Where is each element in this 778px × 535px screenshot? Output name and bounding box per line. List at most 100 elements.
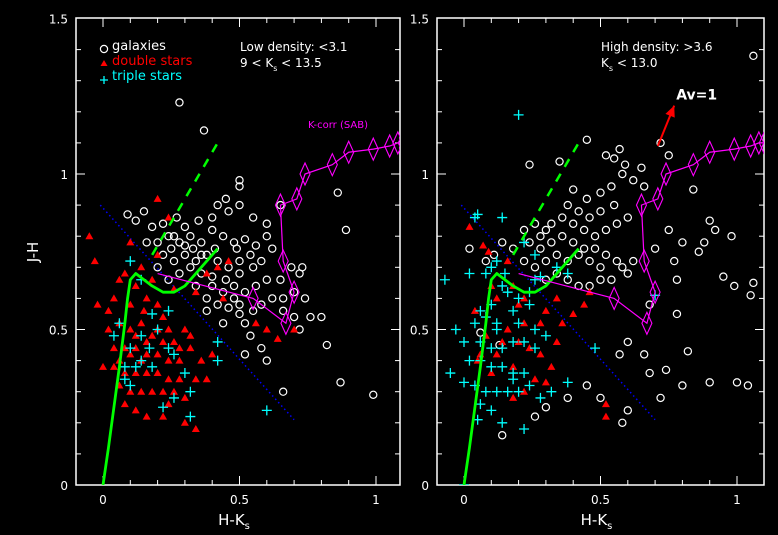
galaxy-point	[547, 219, 556, 228]
galaxy-point	[582, 381, 592, 390]
galaxy-point	[191, 256, 201, 266]
double-star-point	[164, 213, 173, 221]
galaxy-point	[229, 281, 239, 291]
galaxy-point	[601, 151, 611, 160]
double-star-point	[503, 325, 512, 333]
galaxy-point	[596, 263, 605, 272]
av-arrow-label: Av=1	[676, 88, 717, 104]
double-star-point	[509, 362, 518, 370]
triple-star-point	[125, 256, 136, 267]
kcorr-diamond-marker	[660, 161, 672, 187]
triple-star-point	[475, 305, 486, 316]
double-star-point	[180, 393, 189, 401]
double-star-point	[290, 325, 299, 333]
double-star-point	[186, 344, 195, 352]
triple-star-point	[152, 324, 163, 335]
triple-star-point	[535, 271, 546, 282]
triple-star-point	[108, 330, 119, 341]
double-star-point	[148, 331, 157, 339]
triple-star-point	[486, 361, 497, 372]
triple-star-point	[163, 305, 174, 316]
triple-star-point	[459, 377, 469, 388]
density-annotation: High density: >3.6	[601, 40, 713, 54]
double-star-point	[126, 350, 135, 358]
galaxy-point	[555, 157, 564, 166]
triple-star-point	[459, 336, 469, 347]
triple-star-point	[163, 343, 174, 354]
double-star-point	[465, 222, 474, 230]
galaxy-point	[221, 275, 231, 284]
double-star-point	[131, 369, 140, 377]
galaxy-point	[248, 263, 258, 272]
legend-galaxy-icon	[99, 44, 109, 54]
galaxy-point	[169, 256, 179, 266]
x-axis-label: H-Ks	[581, 511, 613, 532]
galaxy-point	[336, 378, 345, 387]
kcorr-diamond-marker	[274, 192, 287, 218]
galaxy-point	[664, 151, 673, 160]
kcorr-diamond-marker	[367, 136, 379, 162]
galaxy-point	[224, 303, 233, 312]
galaxy-point	[229, 294, 239, 303]
triple-star-point	[508, 336, 519, 347]
triple-star-point	[261, 405, 272, 416]
data-layer	[85, 98, 400, 485]
galaxy-point	[207, 225, 217, 235]
galaxy-point	[541, 403, 551, 412]
galaxy-point	[167, 244, 176, 253]
galaxy-point	[251, 241, 261, 250]
galaxy-point	[732, 378, 742, 387]
galaxy-point	[235, 200, 244, 210]
double-star-point	[509, 393, 518, 401]
y-axis-label: J-H	[24, 242, 42, 264]
double-star-point	[137, 319, 146, 327]
galaxy-point	[257, 343, 266, 353]
galaxy-point	[262, 231, 271, 241]
plot-frame	[75, 17, 401, 486]
double-star-point	[175, 344, 184, 352]
triple-star-point	[519, 336, 530, 347]
double-star-point	[99, 362, 107, 370]
kcorr-diamond-marker	[277, 248, 289, 274]
double-star-point	[547, 362, 556, 370]
galaxy-point	[202, 306, 211, 316]
triple-star-point	[519, 424, 530, 435]
galaxy-point	[552, 250, 562, 260]
double-star-point	[126, 387, 135, 395]
double-star-point	[131, 331, 140, 339]
double-star-point	[191, 375, 200, 383]
galaxy-point	[498, 431, 507, 440]
double-star-point	[148, 387, 157, 395]
double-star-point	[175, 356, 184, 364]
triple-star-point	[136, 355, 147, 366]
double-star-point	[164, 400, 173, 408]
galaxy-point	[623, 406, 633, 415]
galaxy-point	[746, 291, 755, 300]
galaxy-point	[530, 263, 540, 272]
galaxy-point	[169, 231, 179, 241]
galaxy-point	[175, 98, 184, 107]
galaxy-point	[727, 231, 736, 241]
galaxy-point	[623, 337, 633, 347]
galaxy-point	[541, 256, 551, 266]
galaxy-point	[278, 306, 288, 316]
kcorr-track-line	[518, 142, 764, 325]
y-tick-label: 0	[421, 479, 429, 493]
double-star-point	[153, 300, 162, 308]
galaxy-point	[574, 207, 583, 216]
reddening-boundary-line	[99, 204, 295, 421]
triple-star-point	[497, 280, 508, 291]
triple-star-point	[114, 318, 125, 329]
triple-star-point	[125, 343, 136, 354]
galaxy-point	[607, 275, 616, 284]
triple-star-point	[464, 355, 475, 366]
galaxy-point	[607, 182, 616, 191]
galaxy-point	[257, 300, 266, 309]
density-annotation: Low density: <3.1	[240, 40, 348, 54]
double-star-point	[153, 194, 162, 202]
triple-star-point	[519, 368, 530, 379]
galaxy-point	[197, 238, 206, 247]
triple-star-point	[513, 109, 524, 120]
x-tick-label: 1	[372, 493, 380, 507]
triple-star-point	[158, 402, 169, 413]
